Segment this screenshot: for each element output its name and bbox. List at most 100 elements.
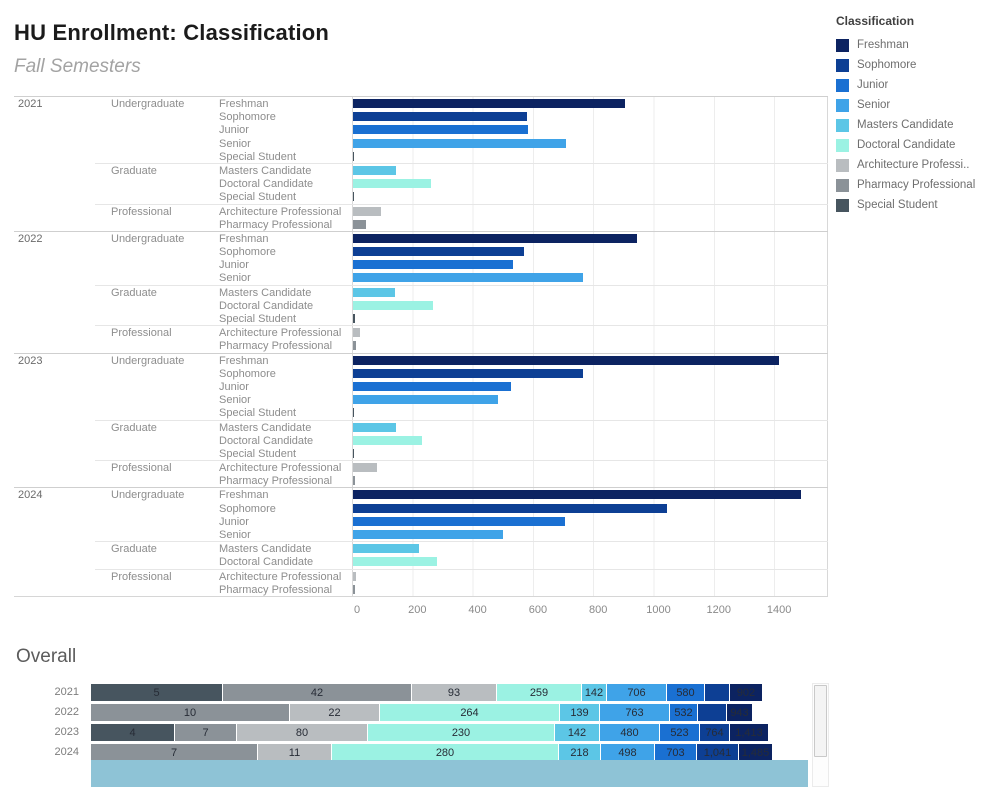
enrollment-bar[interactable] (353, 395, 498, 405)
overall-segment[interactable]: 142 (555, 724, 600, 741)
overall-segment[interactable]: 142 (582, 684, 607, 701)
overall-segment[interactable]: 280 (332, 744, 559, 761)
enrollment-bar[interactable] (353, 179, 431, 189)
enrollment-bar[interactable] (353, 273, 583, 283)
overall-segment[interactable]: 1,485 (739, 744, 773, 761)
overall-segment[interactable]: 523 (660, 724, 700, 741)
legend-item[interactable]: Senior (836, 95, 998, 115)
vertical-scrollbar[interactable] (812, 683, 829, 787)
overall-segment[interactable]: 703 (655, 744, 697, 761)
year-group: 2021 Undergraduate Freshman Sophomore Junior… (14, 96, 828, 231)
overall-segment[interactable]: 4 (91, 724, 175, 741)
overall-segment[interactable]: 264 (380, 704, 560, 721)
enrollment-bar[interactable] (353, 463, 377, 473)
year-body: Undergraduate Freshman Sophomore Junior Seni… (95, 353, 828, 488)
enrollment-bar[interactable] (353, 112, 527, 122)
overall-segment[interactable]: 706 (607, 684, 667, 701)
level-label: Professional (111, 205, 172, 218)
classification-label: Senior (219, 394, 251, 407)
enrollment-bar[interactable] (353, 544, 419, 554)
enrollment-bar[interactable] (353, 503, 667, 513)
enrollment-bar[interactable] (353, 571, 356, 581)
legend-item[interactable]: Sophomore (836, 55, 998, 75)
overall-segment-label: 230 (451, 726, 471, 739)
overall-segment[interactable]: 5 (91, 684, 223, 701)
enrollment-bar[interactable] (353, 138, 566, 148)
overall-segment[interactable]: 11 (258, 744, 332, 761)
scrollbar-thumb[interactable] (814, 685, 827, 757)
enrollment-bar[interactable] (353, 530, 503, 539)
enrollment-bar[interactable] (353, 381, 511, 391)
enrollment-bar[interactable] (353, 233, 637, 243)
classification-label: Sophomore (219, 246, 276, 259)
enrollment-bar[interactable] (353, 125, 528, 135)
enrollment-bar[interactable] (353, 314, 355, 323)
overall-segment[interactable]: 139 (560, 704, 600, 721)
overall-segment[interactable]: 902 (730, 684, 763, 701)
overall-segment[interactable] (698, 704, 727, 721)
legend-item[interactable]: Doctoral Candidate (836, 135, 998, 155)
enrollment-bar[interactable] (353, 219, 366, 229)
legend-item[interactable]: Masters Candidate (836, 115, 998, 135)
enrollment-bar[interactable] (353, 355, 779, 365)
enrollment-bar[interactable] (353, 584, 355, 594)
overall-segment[interactable]: 7 (175, 724, 237, 741)
enrollment-bar[interactable] (353, 206, 381, 216)
overall-segment[interactable]: 580 (667, 684, 705, 701)
classification-label: Junior (219, 124, 249, 137)
legend-item[interactable]: Freshman (836, 35, 998, 55)
legend-item[interactable]: Architecture Professi.. (836, 155, 998, 175)
overall-segment[interactable]: 42 (223, 684, 412, 701)
level-body: Architecture Professional Pharmacy Profes… (205, 569, 828, 596)
level-label: Professional (111, 462, 172, 475)
overall-year-label: 2021 (54, 686, 79, 698)
enrollment-bar[interactable] (353, 328, 360, 338)
enrollment-bar[interactable] (353, 422, 396, 432)
overall-segment[interactable]: 80 (237, 724, 368, 741)
enrollment-bar[interactable] (353, 341, 356, 351)
overall-segment[interactable]: 480 (600, 724, 660, 741)
chart-row: Junior (205, 123, 828, 137)
legend-item[interactable]: Junior (836, 75, 998, 95)
overall-segment[interactable]: 1,041 (697, 744, 739, 761)
enrollment-bar[interactable] (353, 476, 355, 486)
chart-row: Special Student (205, 406, 828, 420)
overall-segment[interactable]: 532 (670, 704, 698, 721)
overall-segment[interactable]: 259 (497, 684, 582, 701)
enrollment-bar[interactable] (353, 448, 354, 458)
enrollment-bar[interactable] (353, 368, 583, 378)
overall-segment[interactable]: 230 (368, 724, 555, 741)
enrollment-bar[interactable] (353, 287, 395, 297)
enrollment-bar[interactable] (353, 490, 801, 500)
enrollment-bar[interactable] (353, 99, 625, 108)
overall-segment[interactable]: 764 (700, 724, 730, 741)
overall-segment[interactable]: 498 (601, 744, 655, 761)
enrollment-bar[interactable] (353, 247, 524, 257)
enrollment-bar[interactable] (353, 435, 422, 445)
overall-segment[interactable]: 1,413 (730, 724, 769, 741)
enrollment-bar[interactable] (353, 557, 437, 567)
overall-segment[interactable]: 763 (600, 704, 670, 721)
enrollment-bar[interactable] (353, 408, 354, 418)
chart-row: Masters Candidate (205, 542, 828, 556)
overall-segment[interactable]: 10 (91, 704, 290, 721)
enrollment-bar[interactable] (353, 300, 433, 310)
overall-segment[interactable]: 7 (91, 744, 258, 761)
overflow-row-bar[interactable] (91, 760, 808, 787)
overall-segment[interactable]: 22 (290, 704, 380, 721)
year-body: Undergraduate Freshman Sophomore Junior Seni… (95, 231, 828, 353)
enrollment-bar[interactable] (353, 192, 354, 202)
overall-segment[interactable]: 93 (412, 684, 497, 701)
legend-item[interactable]: Pharmacy Professional (836, 175, 998, 195)
overall-segment[interactable] (705, 684, 730, 701)
enrollment-bar[interactable] (353, 516, 565, 526)
classification-label: Pharmacy Professional (219, 583, 333, 596)
overall-segment[interactable]: 943 (727, 704, 753, 721)
legend-item[interactable]: Special Student (836, 195, 998, 215)
enrollment-bar[interactable] (353, 165, 396, 175)
enrollment-bar[interactable] (353, 151, 354, 161)
overall-row: 2021 5 42 93 259 142 706 580 902 (14, 684, 808, 704)
enrollment-bar[interactable] (353, 260, 513, 270)
overall-segment[interactable]: 218 (559, 744, 601, 761)
chart-row: Sophomore (205, 366, 828, 380)
